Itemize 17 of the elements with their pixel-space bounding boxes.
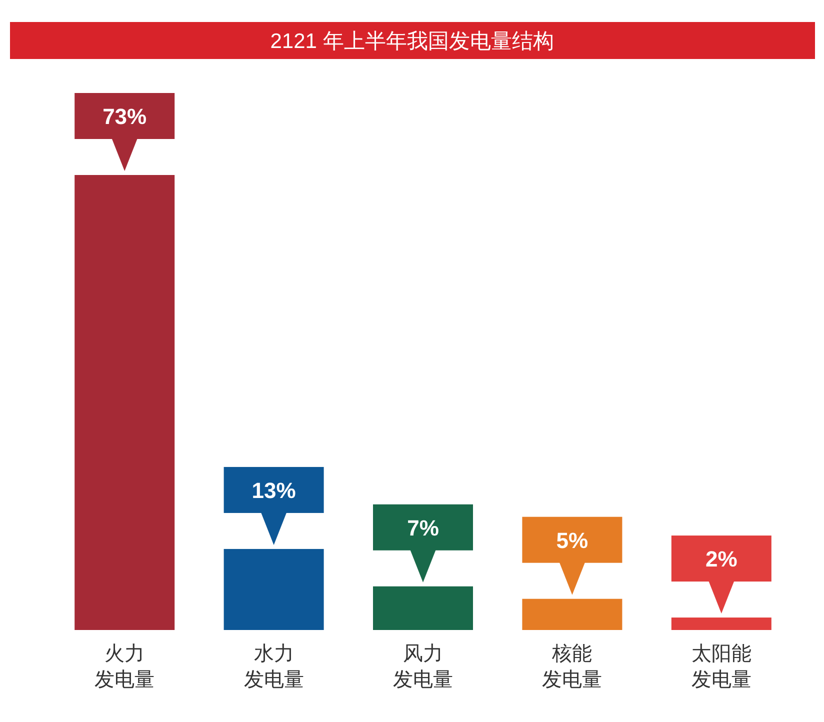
title: 2121 年上半年我国发电量结构: [10, 22, 815, 59]
callout: 13%: [224, 466, 324, 545]
data-label: 7%: [407, 515, 439, 540]
callout: 73%: [74, 93, 175, 171]
x-tick-label: 核能发电量: [542, 643, 602, 691]
data-label: 73%: [102, 104, 147, 129]
x-tick-label: 风力发电量: [393, 643, 453, 691]
data-label: 5%: [556, 528, 588, 553]
x-tick-label: 水力发电量: [244, 643, 304, 691]
x-tick-label: 火力发电量: [94, 643, 155, 691]
callout: 2%: [671, 536, 772, 614]
data-label: 2%: [706, 546, 738, 572]
data-label: 13%: [252, 478, 296, 503]
chart-title: 2121 年上半年我国发电量结构: [270, 30, 554, 53]
callout: 7%: [373, 504, 473, 582]
x-tick-label: 太阳能发电量: [691, 643, 752, 691]
callout: 5%: [522, 516, 622, 595]
